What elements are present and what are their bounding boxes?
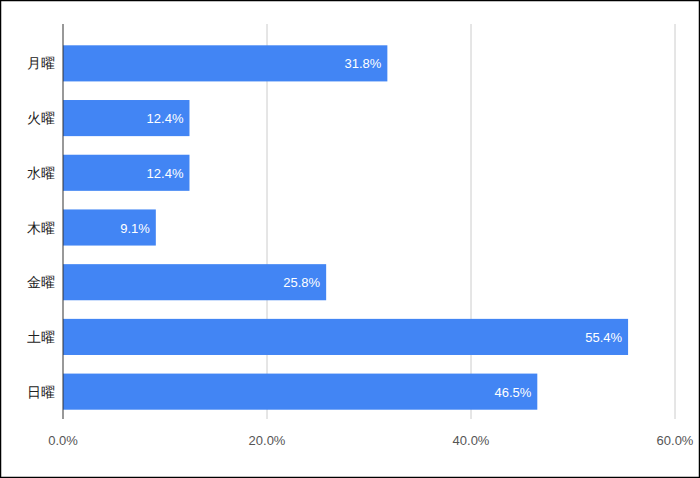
category-label: 日曜 [27, 384, 55, 400]
category-label: 月曜 [27, 55, 55, 71]
data-label: 55.4% [585, 330, 622, 345]
x-tick-label: 0.0% [48, 433, 78, 448]
bar [63, 374, 537, 410]
x-tick-label: 40.0% [453, 433, 490, 448]
x-tick-label: 20.0% [249, 433, 286, 448]
axis-line [63, 24, 64, 419]
bar [63, 209, 156, 245]
category-label: 木曜 [27, 220, 55, 236]
bar [63, 45, 387, 81]
chart-container: 0.0% 20.0% 40.0% 60.0% 31.8% 12.4% 12.4% 9.1% 25… [0, 0, 700, 478]
frame [1, 1, 700, 478]
category-label: 土曜 [27, 329, 55, 345]
grid-line [675, 24, 676, 419]
grid-line [267, 24, 268, 419]
bar [63, 100, 189, 136]
data-label: 31.8% [344, 56, 381, 71]
grid-line [471, 24, 472, 419]
bars [63, 45, 628, 409]
category-label: 火曜 [27, 110, 55, 126]
x-tick-label: 60.0% [657, 433, 694, 448]
category-label: 金曜 [27, 274, 55, 290]
bar [63, 264, 326, 300]
data-labels: 31.8% 12.4% 12.4% 9.1% 25.8% 55.4% 46.5% [120, 56, 622, 399]
data-label: 9.1% [120, 221, 150, 236]
chart-svg: 0.0% 20.0% 40.0% 60.0% 31.8% 12.4% 12.4% 9.1% 25… [0, 0, 700, 478]
bar [63, 319, 628, 355]
grid [267, 24, 675, 419]
category-label: 水曜 [27, 165, 55, 181]
data-label: 12.4% [147, 111, 184, 126]
bar [63, 155, 189, 191]
data-label: 25.8% [283, 275, 320, 290]
data-label: 12.4% [147, 166, 184, 181]
data-label: 46.5% [494, 385, 531, 400]
